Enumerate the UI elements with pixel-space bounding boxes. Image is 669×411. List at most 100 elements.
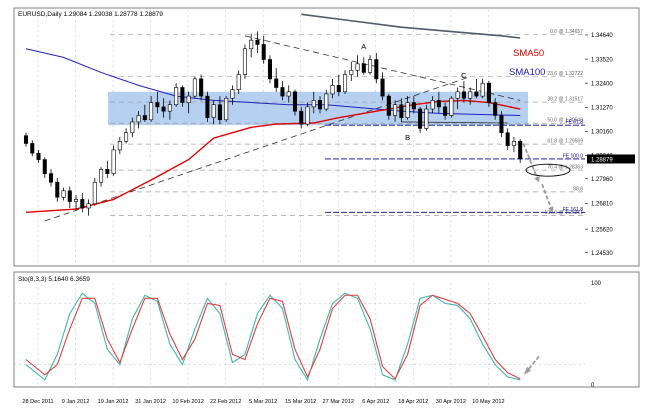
candle-body [324,93,329,110]
y-tick-label: 1.30160 [591,130,613,136]
candle-body [117,141,122,151]
candle-body [336,85,341,93]
candle-body [42,159,47,174]
candle-body [361,63,366,73]
candle-body [174,87,179,106]
arrow-head [534,176,540,183]
stoch-signal-line [25,294,521,380]
x-tick-label: 30 Apr 2012 [436,399,466,405]
candle-body [161,106,166,112]
x-tick-label: 27 Mar 2012 [323,399,354,405]
candle-body [418,108,423,129]
fib-label: 88.6 [573,186,583,192]
time-axis: 28 Dec 2011 9 Jan 2012 19 Jan 2012 31 Jan 2… [22,399,504,405]
osc-arrow-head [523,366,531,375]
candle-body [267,59,272,80]
fe-label: FE 100.0 [563,153,584,159]
trendline [244,35,521,101]
candle-body [518,141,523,159]
candle-body [61,190,66,198]
candle-body [205,95,210,118]
x-tick-label: 31 Jan 2012 [135,399,166,405]
candle-body [424,108,429,129]
candle-body [286,91,291,97]
candles [23,31,523,216]
osc-tick-label: 100 [591,281,602,287]
sma200-line [301,13,521,39]
candle-body [368,59,373,73]
fib-label: 100.0 @ 1.26261 [545,210,584,216]
candle-body [130,121,135,133]
candle-body [224,97,229,121]
candle-body [305,106,310,125]
candle-body [411,102,416,110]
candle-body [30,143,35,154]
fib-label: 76.4 @ 1.28363 [547,165,583,171]
candle-body [92,181,97,205]
candle-body [311,100,316,108]
last-price-box [587,154,635,164]
candle-body [236,74,241,90]
x-tick-label: 15 Mar 2012 [285,399,316,405]
candle-body [386,95,391,116]
sma100-label: SMA100 [509,67,545,78]
symbol-info: EURUSD,Daily 1.29084 1.29038 1.28778 1.2… [18,11,163,18]
candle-body [436,100,441,108]
candle-body [299,110,304,125]
candle-body [349,69,354,75]
candle-body [480,82,485,97]
y-tick-label: 1.34640 [591,33,613,39]
candle-body [36,152,41,160]
candle-body [99,168,104,183]
candle-body [230,89,235,99]
osc-tick-label: 0 [591,383,595,389]
candle-body [374,59,379,80]
candle-body [317,100,323,110]
candle-body [455,91,460,99]
highlight-ellipse [525,163,571,177]
candle-body [149,102,154,121]
candle-body [292,91,298,112]
wave-label: A [361,42,366,51]
candle-body [443,106,448,116]
candle-body [399,104,404,118]
y-tick-label: 1.25620 [591,227,613,233]
wave-label: C [461,71,467,80]
candle-body [124,132,129,142]
candle-body [180,87,185,103]
candle-body [393,104,398,116]
projection-arrow [522,143,540,183]
candle-body [255,39,260,45]
x-tick-label: 5 Mar 2012 [249,399,277,405]
last-price-label: 1.28879 [591,157,613,163]
candle-body [136,115,141,123]
candle-body [74,199,79,202]
fib-label: 23.6 @ 1.32722 [547,71,583,77]
annotations: A B C [361,42,467,142]
x-tick-label: 10 May 2012 [472,399,504,405]
candle-body [217,104,222,121]
stoch-main-line [25,292,521,382]
candle-body [49,173,54,183]
candle-body [111,149,116,174]
x-tick-label: 22 Feb 2012 [210,399,241,405]
wave-label: B [405,133,410,142]
candle-body [167,104,172,112]
price-panel [13,7,640,267]
candle-body [280,87,285,97]
fib-label: 0.0 @ 1.34657 [550,29,583,35]
x-tick-label: 10 Feb 2012 [172,399,203,405]
fe-label: FE 161.8 [563,207,584,213]
x-tick-label: 6 Apr 2012 [362,399,389,405]
candle-body [449,97,454,116]
fib-label: 61.8 @ 1.29569 [547,139,583,145]
candle-body [274,78,279,88]
x-tick-label: 19 Jan 2012 [98,399,129,405]
candle-body [499,115,504,133]
candle-body [192,78,197,97]
candle-body [474,91,479,97]
candle-body [80,199,85,209]
y-tick-label: 1.24530 [591,251,613,257]
fib-label: 50.0 @ 1.30540 [547,118,583,124]
